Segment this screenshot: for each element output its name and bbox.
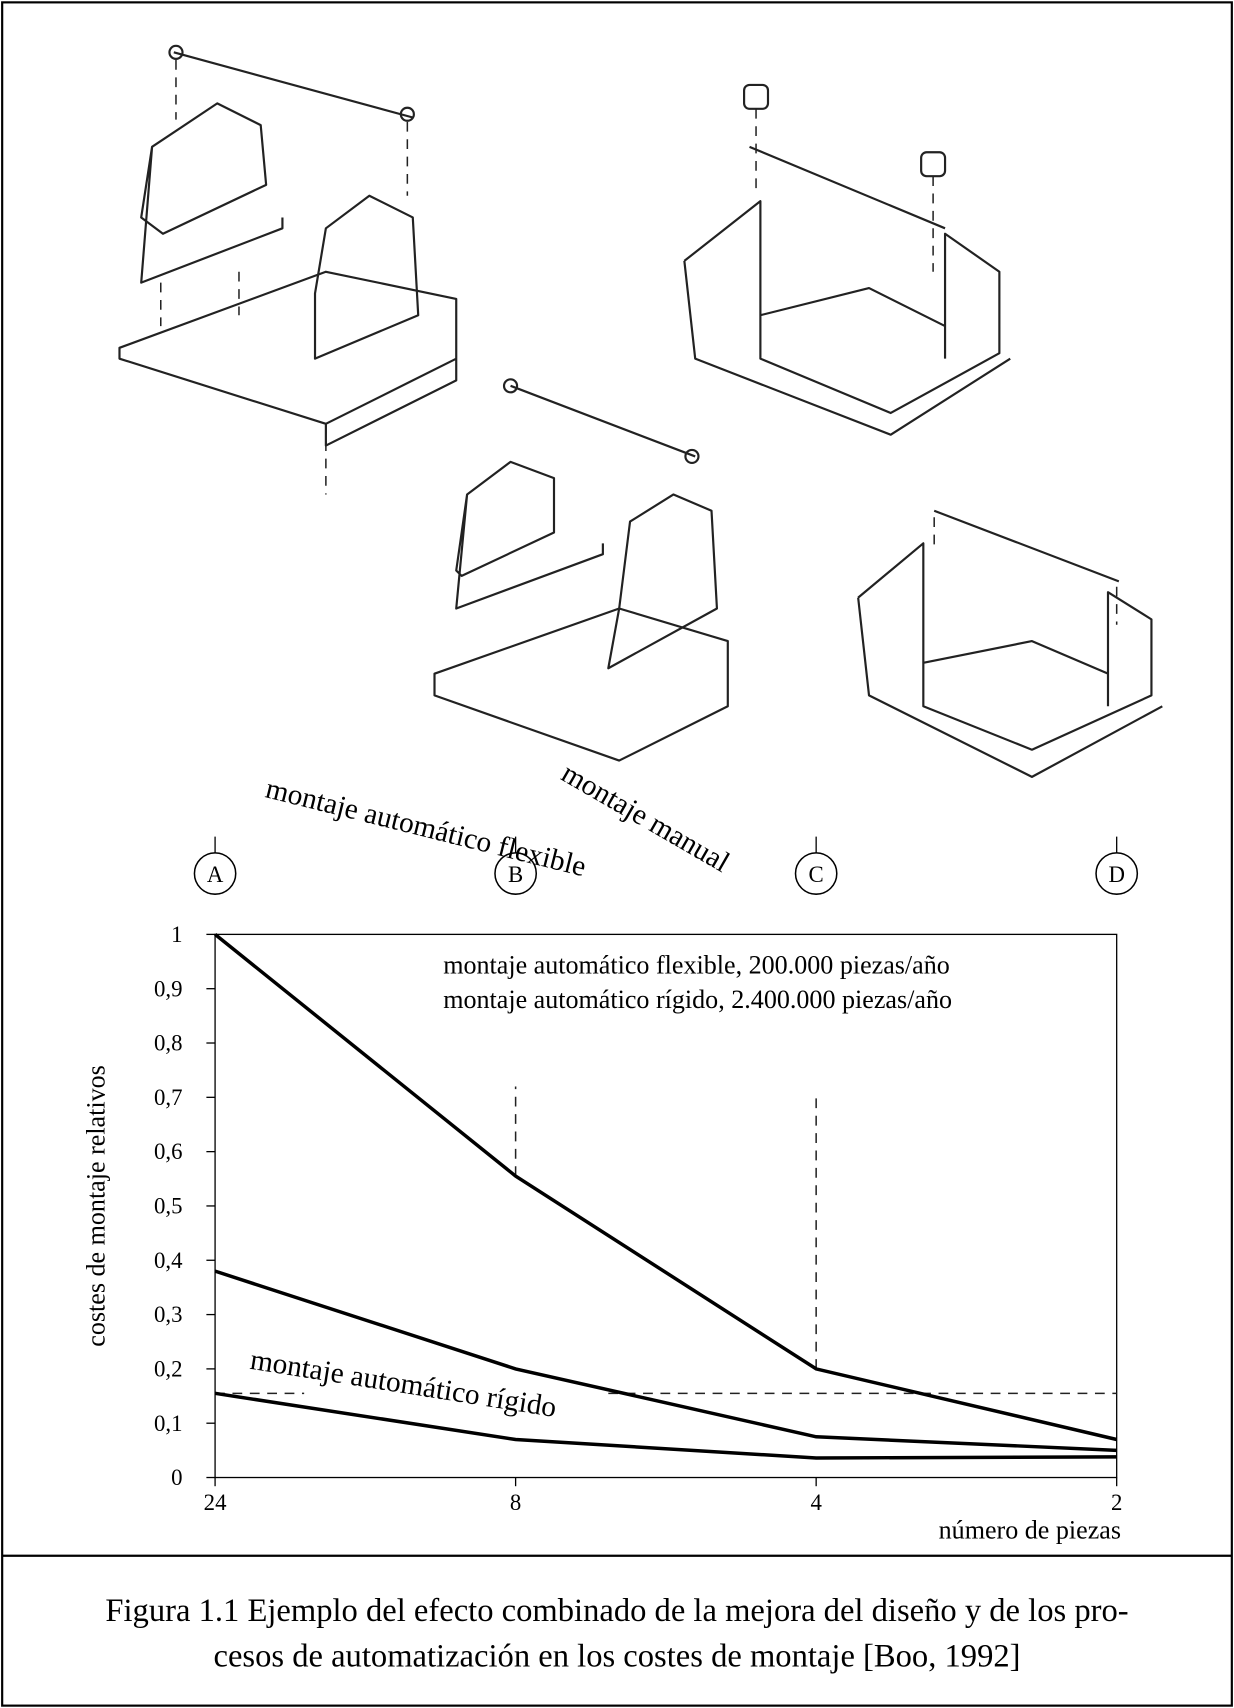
y-tick-label: 0,6 [154,1139,183,1164]
y-tick-label: 0,2 [154,1356,183,1381]
x-axis-label: número de piezas [939,1515,1121,1544]
y-tick-label: 1 [171,922,182,947]
x-tick-label: 4 [810,1490,822,1515]
x-tick-label: 2 [1111,1490,1122,1515]
marker-label: A [207,862,224,887]
y-tick-label: 0,4 [154,1248,183,1273]
y-tick-label: 0,8 [154,1031,183,1056]
x-tick-label: 24 [204,1490,227,1515]
plot-frame [215,934,1117,1477]
caption-line: cesos de automatización en los costes de… [214,1639,1021,1675]
x-tick-label: 8 [510,1490,521,1515]
annotation: montaje automático flexible, 200.000 pie… [443,950,950,979]
y-tick-label: 0,7 [154,1085,183,1110]
marker-label: D [1108,862,1124,887]
illustrations [119,46,1162,777]
caption-line: Figura 1.1 Ejemplo del efecto combinado … [105,1593,1128,1629]
y-tick-label: 0,3 [154,1302,183,1327]
figure: 00,10,20,30,40,50,60,70,80,9124842ABCDco… [0,0,1234,1708]
marker-label: C [809,862,824,887]
y-tick-label: 0 [171,1465,182,1490]
y-tick-label: 0,1 [154,1411,183,1436]
y-axis-label: costes de montaje relativos [81,1065,110,1347]
series-label: montaje automático rígido [248,1344,559,1424]
y-tick-label: 0,9 [154,976,183,1001]
chart [215,934,1117,1477]
series-label: montaje automático flexible [262,773,589,884]
y-tick-label: 0,5 [154,1194,183,1219]
frame [2,2,1232,1705]
annotation: montaje automático rígido, 2.400.000 pie… [443,985,952,1014]
